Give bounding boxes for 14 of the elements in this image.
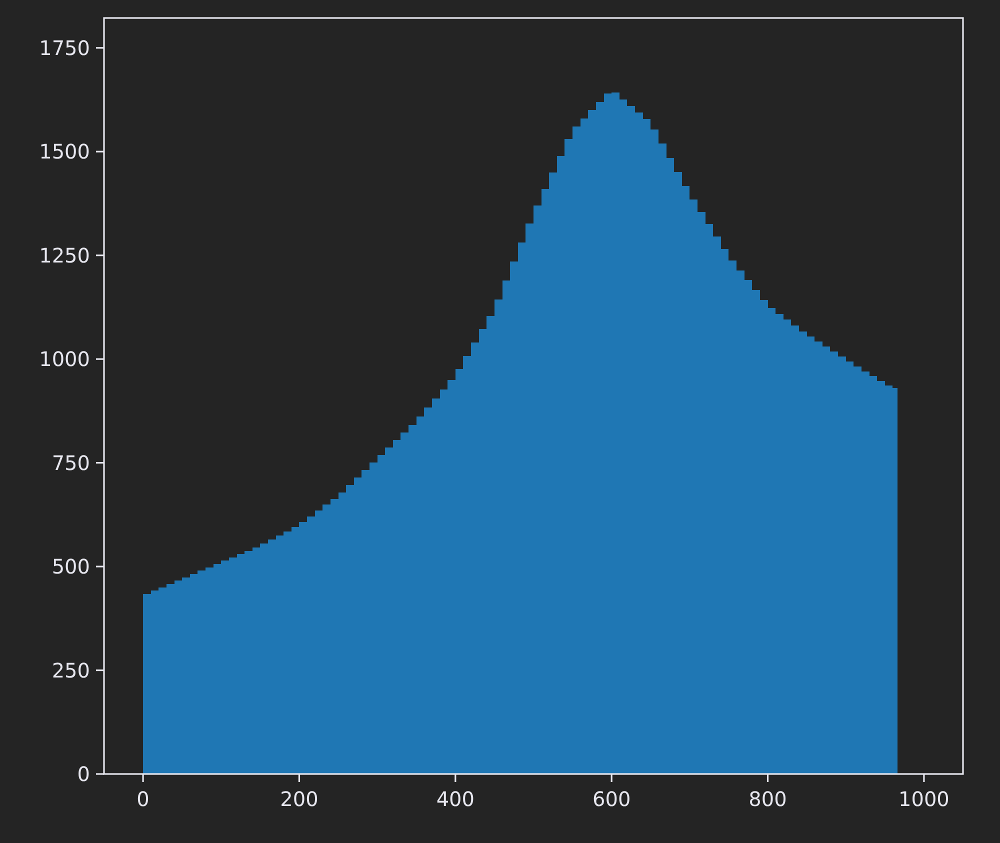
y-tick-label: 500: [52, 554, 90, 579]
x-tick-label: 0: [136, 787, 150, 811]
y-tick-label: 250: [52, 658, 90, 682]
x-tick-label: 400: [436, 787, 475, 811]
y-tick-label: 1000: [39, 347, 90, 372]
y-tick-label: 0: [77, 762, 90, 786]
y-tick-label: 1250: [39, 243, 90, 268]
x-tick-label: 200: [280, 787, 318, 811]
y-tick-label: 750: [52, 450, 90, 475]
x-tick-label: 800: [748, 787, 787, 811]
y-tick-label: 1750: [39, 36, 90, 60]
x-tick-label: 1000: [898, 787, 950, 811]
x-tick-label: 600: [592, 787, 631, 811]
y-tick-label: 1500: [39, 140, 90, 164]
